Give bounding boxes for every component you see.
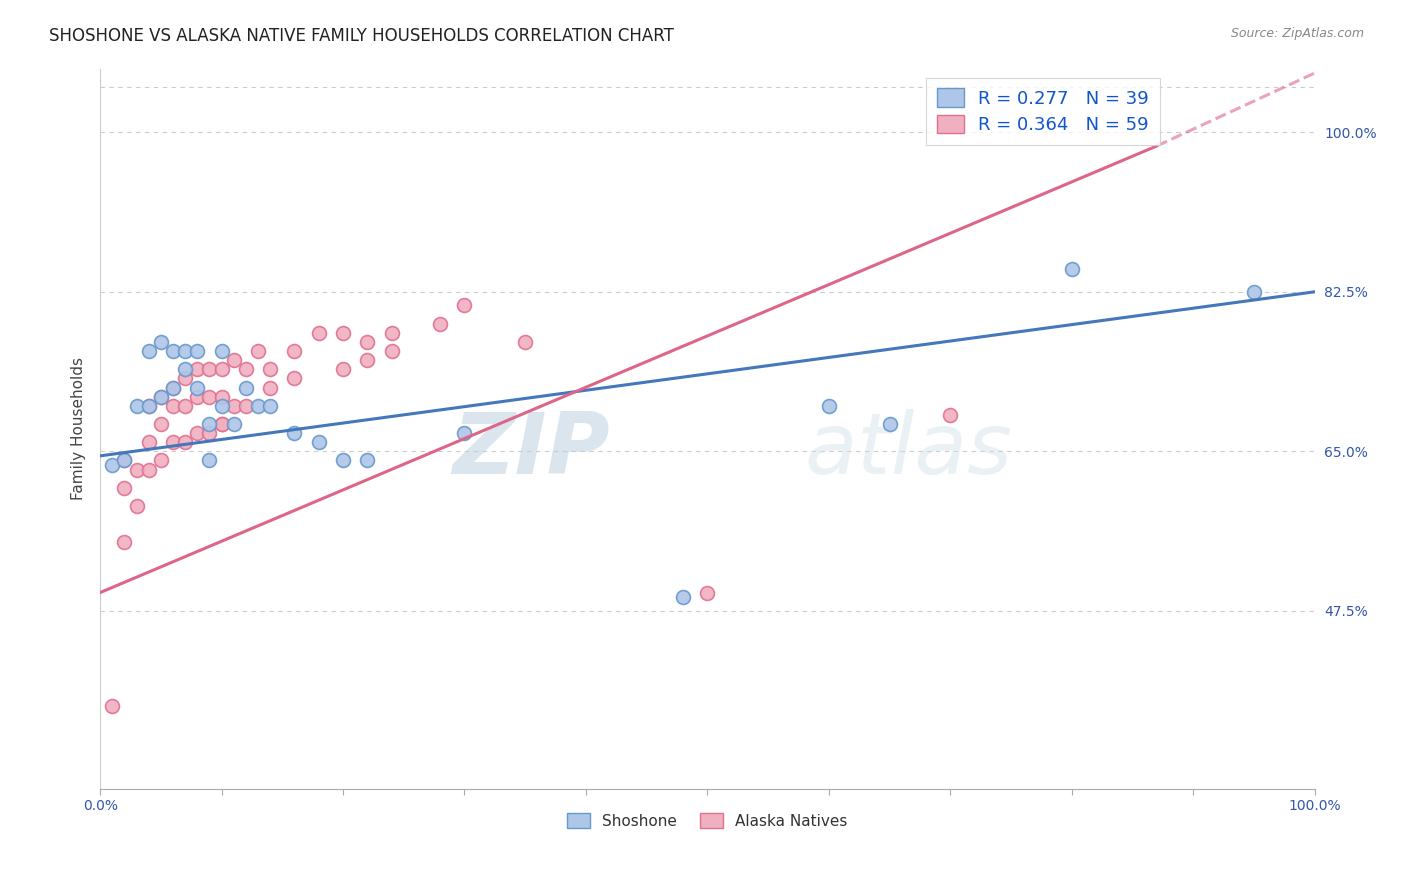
Point [211, 362, 233, 376]
Point [149, 390, 172, 404]
Point [138, 399, 160, 413]
Point [174, 399, 197, 413]
Point [198, 417, 221, 431]
Point [1243, 285, 1265, 299]
Point [453, 426, 475, 441]
Point [259, 362, 281, 376]
Point [138, 344, 160, 359]
Point [162, 380, 184, 394]
Point [308, 326, 330, 340]
Point [1060, 262, 1083, 277]
Point [162, 435, 184, 450]
Point [247, 399, 270, 413]
Point [186, 390, 208, 404]
Point [429, 317, 451, 331]
Point [283, 426, 305, 441]
Point [247, 344, 270, 359]
Point [174, 344, 197, 359]
Point [112, 535, 135, 549]
Point [186, 344, 208, 359]
Text: Source: ZipAtlas.com: Source: ZipAtlas.com [1230, 27, 1364, 40]
Point [308, 435, 330, 450]
Point [211, 417, 233, 431]
Point [381, 344, 404, 359]
Point [125, 499, 148, 513]
Text: ZIP: ZIP [453, 409, 610, 491]
Point [198, 426, 221, 441]
Point [198, 390, 221, 404]
Point [259, 380, 281, 394]
Text: SHOSHONE VS ALASKA NATIVE FAMILY HOUSEHOLDS CORRELATION CHART: SHOSHONE VS ALASKA NATIVE FAMILY HOUSEHO… [49, 27, 673, 45]
Point [696, 585, 718, 599]
Point [149, 334, 172, 349]
Point [939, 408, 962, 422]
Point [125, 462, 148, 476]
Point [332, 326, 354, 340]
Point [259, 399, 281, 413]
Point [149, 390, 172, 404]
Point [879, 417, 901, 431]
Point [283, 371, 305, 385]
Point [186, 426, 208, 441]
Point [112, 453, 135, 467]
Point [112, 453, 135, 467]
Point [381, 326, 404, 340]
Point [222, 417, 245, 431]
Point [515, 334, 537, 349]
Point [356, 353, 378, 368]
Point [211, 390, 233, 404]
Point [222, 399, 245, 413]
Y-axis label: Family Households: Family Households [72, 357, 86, 500]
Point [235, 380, 257, 394]
Point [186, 362, 208, 376]
Point [198, 362, 221, 376]
Point [817, 399, 839, 413]
Point [162, 344, 184, 359]
Point [211, 399, 233, 413]
Point [198, 453, 221, 467]
Point [235, 399, 257, 413]
Point [356, 453, 378, 467]
Point [138, 462, 160, 476]
Text: atlas: atlas [804, 409, 1012, 491]
Point [138, 399, 160, 413]
Point [356, 334, 378, 349]
Point [332, 453, 354, 467]
Point [174, 362, 197, 376]
Point [125, 399, 148, 413]
Point [162, 380, 184, 394]
Point [174, 371, 197, 385]
Point [149, 453, 172, 467]
Legend: Shoshone, Alaska Natives: Shoshone, Alaska Natives [561, 806, 853, 835]
Point [162, 399, 184, 413]
Point [138, 435, 160, 450]
Point [222, 353, 245, 368]
Point [112, 481, 135, 495]
Point [186, 380, 208, 394]
Point [101, 699, 124, 714]
Point [101, 458, 124, 472]
Point [672, 590, 695, 604]
Point [332, 362, 354, 376]
Point [149, 417, 172, 431]
Point [283, 344, 305, 359]
Point [211, 417, 233, 431]
Point [235, 362, 257, 376]
Point [211, 344, 233, 359]
Point [453, 298, 475, 312]
Point [174, 435, 197, 450]
